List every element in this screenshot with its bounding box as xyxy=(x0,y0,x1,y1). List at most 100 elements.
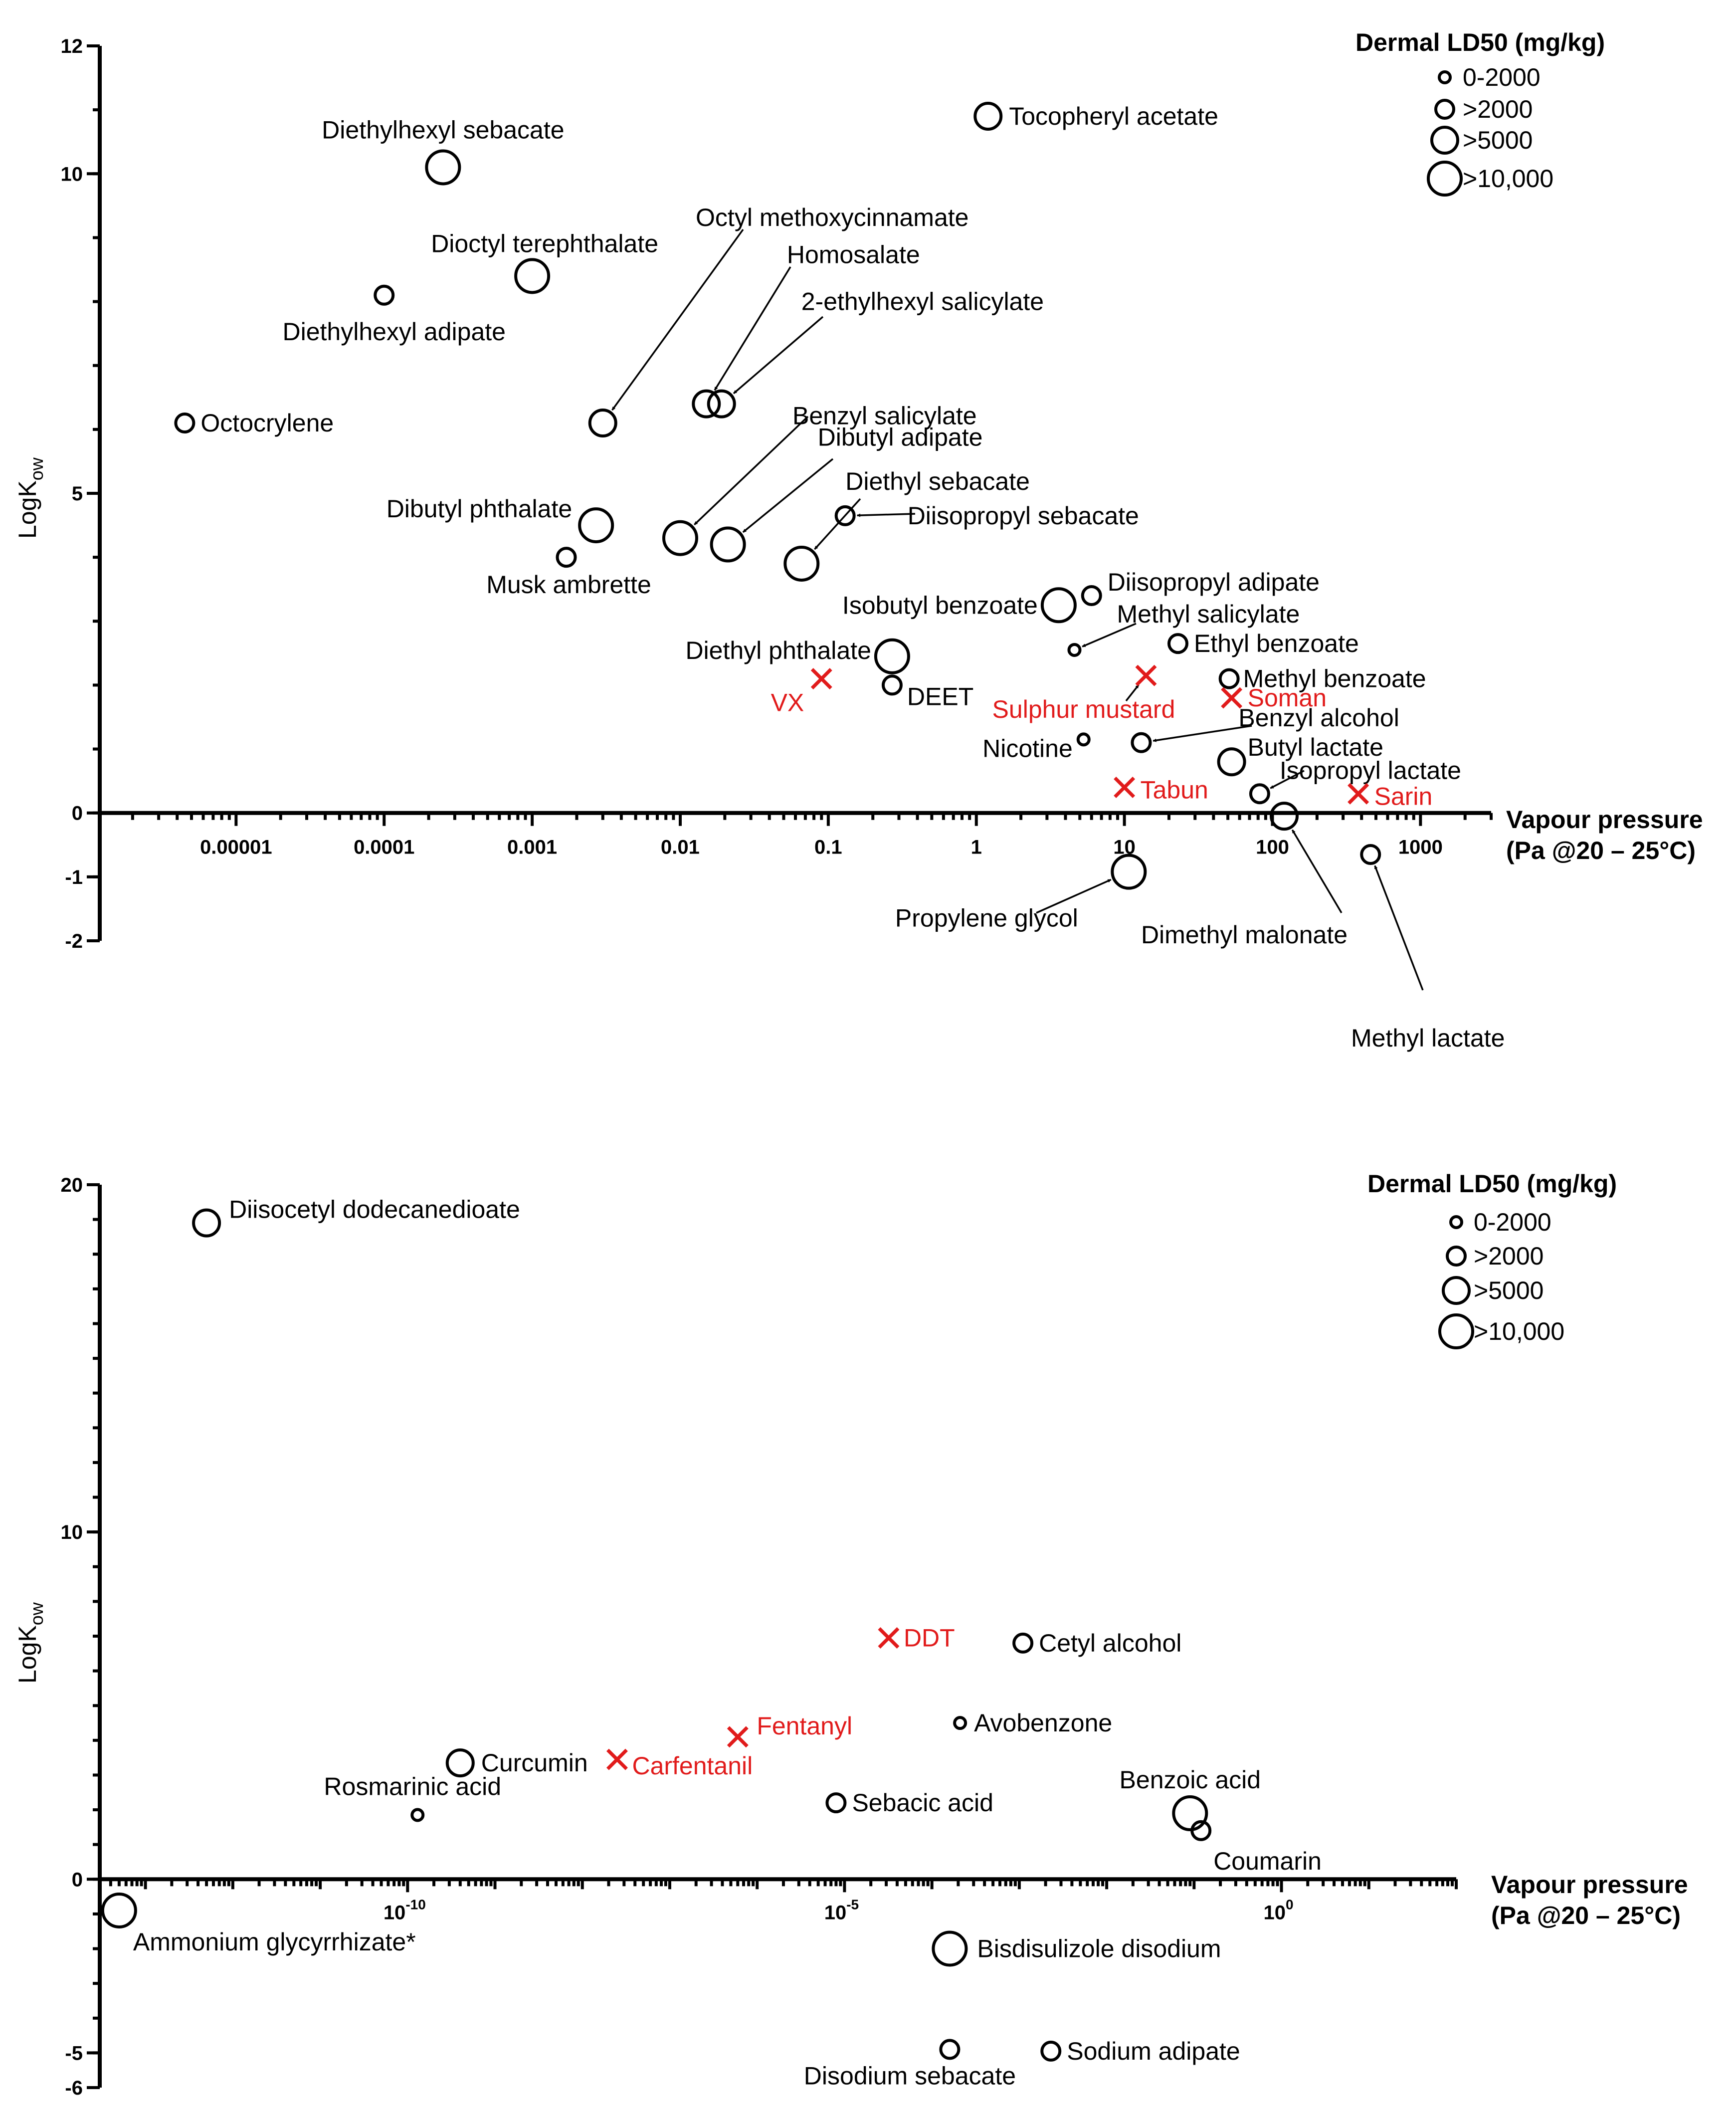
chart-top-marks: Diethylhexyl sebacate Tocopheryl acetate D… xyxy=(174,101,1505,1052)
label-octyl-methoxycinnamate: Octyl methoxycinnamate xyxy=(696,204,968,231)
point-benzyl-salicylate xyxy=(662,520,698,556)
chart-top-legend-marker-3 xyxy=(1430,126,1459,155)
agent-mark-ddt xyxy=(878,1627,900,1649)
chart-bottom-legend-entry-2: >2000 xyxy=(1474,1242,1543,1270)
agent-label-ddt: DDT xyxy=(904,1624,955,1652)
agent-mark-soman xyxy=(1221,687,1243,709)
label-diethyl-phthalate: Diethyl phthalate xyxy=(685,637,871,664)
label-ammonium-glycyrrhizate: Ammonium glycyrrhizate* xyxy=(133,1928,416,1956)
label-dioctyl-terephthalate: Dioctyl terephthalate xyxy=(431,229,658,257)
agent-label-sarin: Sarin xyxy=(1374,782,1433,810)
chart-top-legend-entry-4: >10,000 xyxy=(1463,165,1553,193)
arrow-isopropyl-lactate xyxy=(1270,770,1305,789)
chart-top-legend-marker-4 xyxy=(1427,161,1463,197)
agent-mark-fentanyl xyxy=(727,1726,749,1748)
chart-bottom-legend: Dermal LD50 (mg/kg) 0-2000 >2000 >5000 >… xyxy=(1367,1170,1617,1349)
chart-bottom-ylabel-sub: ow xyxy=(26,1602,47,1625)
chart-bottom-x-tick-label-1e10: 10-10 xyxy=(384,1897,426,1923)
label-dibutyl-adipate: Dibutyl adipate xyxy=(818,424,983,451)
chart-bottom-x-tick-label-1e0: 100 xyxy=(1264,1897,1294,1923)
chart-top-legend-entry-2: >2000 xyxy=(1463,95,1533,123)
chart-bottom-x-tick-base: 10 xyxy=(824,1902,847,1923)
label-diisopropyl-sebacate: Diisopropyl sebacate xyxy=(908,502,1139,530)
point-sodium-adipate xyxy=(1040,2040,1062,2062)
chart-bottom-marks: Diisocetyl dodecanedioate CurcuminRosmari… xyxy=(101,1196,1322,2090)
point-2-ethylhexyl-salicylate xyxy=(707,389,736,419)
point-diethyl-phthalate xyxy=(874,638,910,674)
chart-top-ylabel: LogKow xyxy=(13,457,47,539)
agent-label-tabun: Tabun xyxy=(1141,776,1208,804)
label-avobenzone: Avobenzone xyxy=(974,1709,1112,1737)
point-methyl-lactate xyxy=(1360,844,1381,865)
chart-top-legend-entry-1: 0-2000 xyxy=(1463,63,1541,91)
label-nicotine: Nicotine xyxy=(982,734,1073,762)
label-methyl-benzoate: Methyl benzoate xyxy=(1243,665,1426,693)
chart-bottom-x-tick-base: 10 xyxy=(1264,1902,1286,1923)
point-ammonium-glycyrrhizate xyxy=(101,1892,137,1928)
chart-top-x-tick-label-0-00001: 0.00001 xyxy=(200,837,272,858)
agent-label-carfentanil: Carfentanil xyxy=(632,1752,753,1780)
chart-top-y-tick-label-1: -1 xyxy=(65,866,83,888)
chart-bottom-x-tick-exp: -10 xyxy=(405,1897,425,1912)
chart-top-y-tick-label-12: 12 xyxy=(61,35,83,57)
agent-label-soman: Soman xyxy=(1248,684,1327,712)
point-octocrylene xyxy=(174,413,195,434)
label-ethyl-benzoate: Ethyl benzoate xyxy=(1194,630,1359,657)
chart-top-xlabel: Vapour pressure xyxy=(1506,806,1703,834)
chart-bottom-legend-marker-4 xyxy=(1438,1313,1474,1349)
label-rosmarinic-acid: Rosmarinic acid xyxy=(324,1773,501,1801)
chart-top-ylabel-sub: ow xyxy=(26,457,47,480)
chart-top-ylabel-main: LogK xyxy=(13,480,41,539)
label-disodium-sebacate: Disodium sebacate xyxy=(804,2062,1016,2090)
point-benzoic-acid xyxy=(1172,1795,1208,1832)
label-isobutyl-benzoate: Isobutyl benzoate xyxy=(842,591,1038,619)
point-cetyl-alcohol xyxy=(1012,1632,1034,1654)
point-butyl-lactate xyxy=(1217,747,1246,777)
chart-bottom-legend-title: Dermal LD50 (mg/kg) xyxy=(1367,1170,1617,1198)
chart-bottom-legend-marker-3 xyxy=(1442,1276,1471,1305)
chart-top-xlabel-line2: (Pa @20 – 25°C) xyxy=(1506,837,1696,864)
label-dimethyl-malonate: Dimethyl malonate xyxy=(1141,921,1348,949)
label-2-ethylhexyl-salicylate: 2-ethylhexyl salicylate xyxy=(801,288,1044,316)
agent-mark-sulphur-mustard xyxy=(1135,664,1157,686)
label-diethyl-sebacate: Diethyl sebacate xyxy=(845,467,1030,495)
chart-top-y-tick-label-5: 5 xyxy=(72,483,83,505)
label-dibutyl-phthalate: Dibutyl phthalate xyxy=(386,495,572,523)
point-deet xyxy=(881,674,903,696)
point-coumarin xyxy=(1190,1820,1212,1841)
chart-top-y-tick-label-0: 0 xyxy=(72,803,83,825)
label-propylene-glycol: Propylene glycol xyxy=(895,904,1078,932)
chart-bottom-legend-marker-1 xyxy=(1449,1215,1463,1229)
label-coumarin: Coumarin xyxy=(1213,1847,1322,1875)
point-disodium-sebacate xyxy=(939,2039,961,2060)
agent-mark-sarin xyxy=(1348,783,1369,805)
agent-mark-carfentanil xyxy=(606,1748,628,1770)
arrow-diisopropyl-sebacate xyxy=(856,513,916,517)
arrow-methyl-salicylate xyxy=(1082,623,1137,647)
chart-bottom-legend-entry-1: 0-2000 xyxy=(1474,1208,1551,1236)
point-isopropyl-lactate xyxy=(1249,783,1270,805)
label-musk-ambrette: Musk ambrette xyxy=(486,571,651,599)
agent-label-vx: VX xyxy=(771,689,804,717)
label-diisopropyl-adipate: Diisopropyl adipate xyxy=(1108,568,1320,596)
chart-top-x-tick-label-1000: 1000 xyxy=(1398,837,1443,858)
point-diisopropyl-sebacate xyxy=(834,505,856,526)
label-tocopheryl-acetate: Tocopheryl acetate xyxy=(1009,102,1218,130)
point-homosalate xyxy=(692,389,721,419)
arrow-2-ethylhexyl-salicylate xyxy=(733,316,824,395)
label-butyl-lactate: Butyl lactate xyxy=(1248,733,1383,761)
arrow-methyl-lactate xyxy=(1374,865,1424,991)
chart-top-legend-marker-1 xyxy=(1438,70,1452,84)
point-diisopropyl-adipate xyxy=(1081,585,1102,607)
point-diethylhexyl-adipate xyxy=(374,284,395,306)
chart-bottom-y-tick-label-10: 10 xyxy=(61,1521,83,1543)
point-dibutyl-phthalate xyxy=(578,507,614,544)
point-dibutyl-adipate xyxy=(710,526,746,563)
label-isopropyl-lactate: Isopropyl lactate xyxy=(1280,756,1461,784)
point-propylene-glycol xyxy=(1111,853,1147,890)
chart-top-x-tick-label-0-01: 0.01 xyxy=(661,837,700,858)
